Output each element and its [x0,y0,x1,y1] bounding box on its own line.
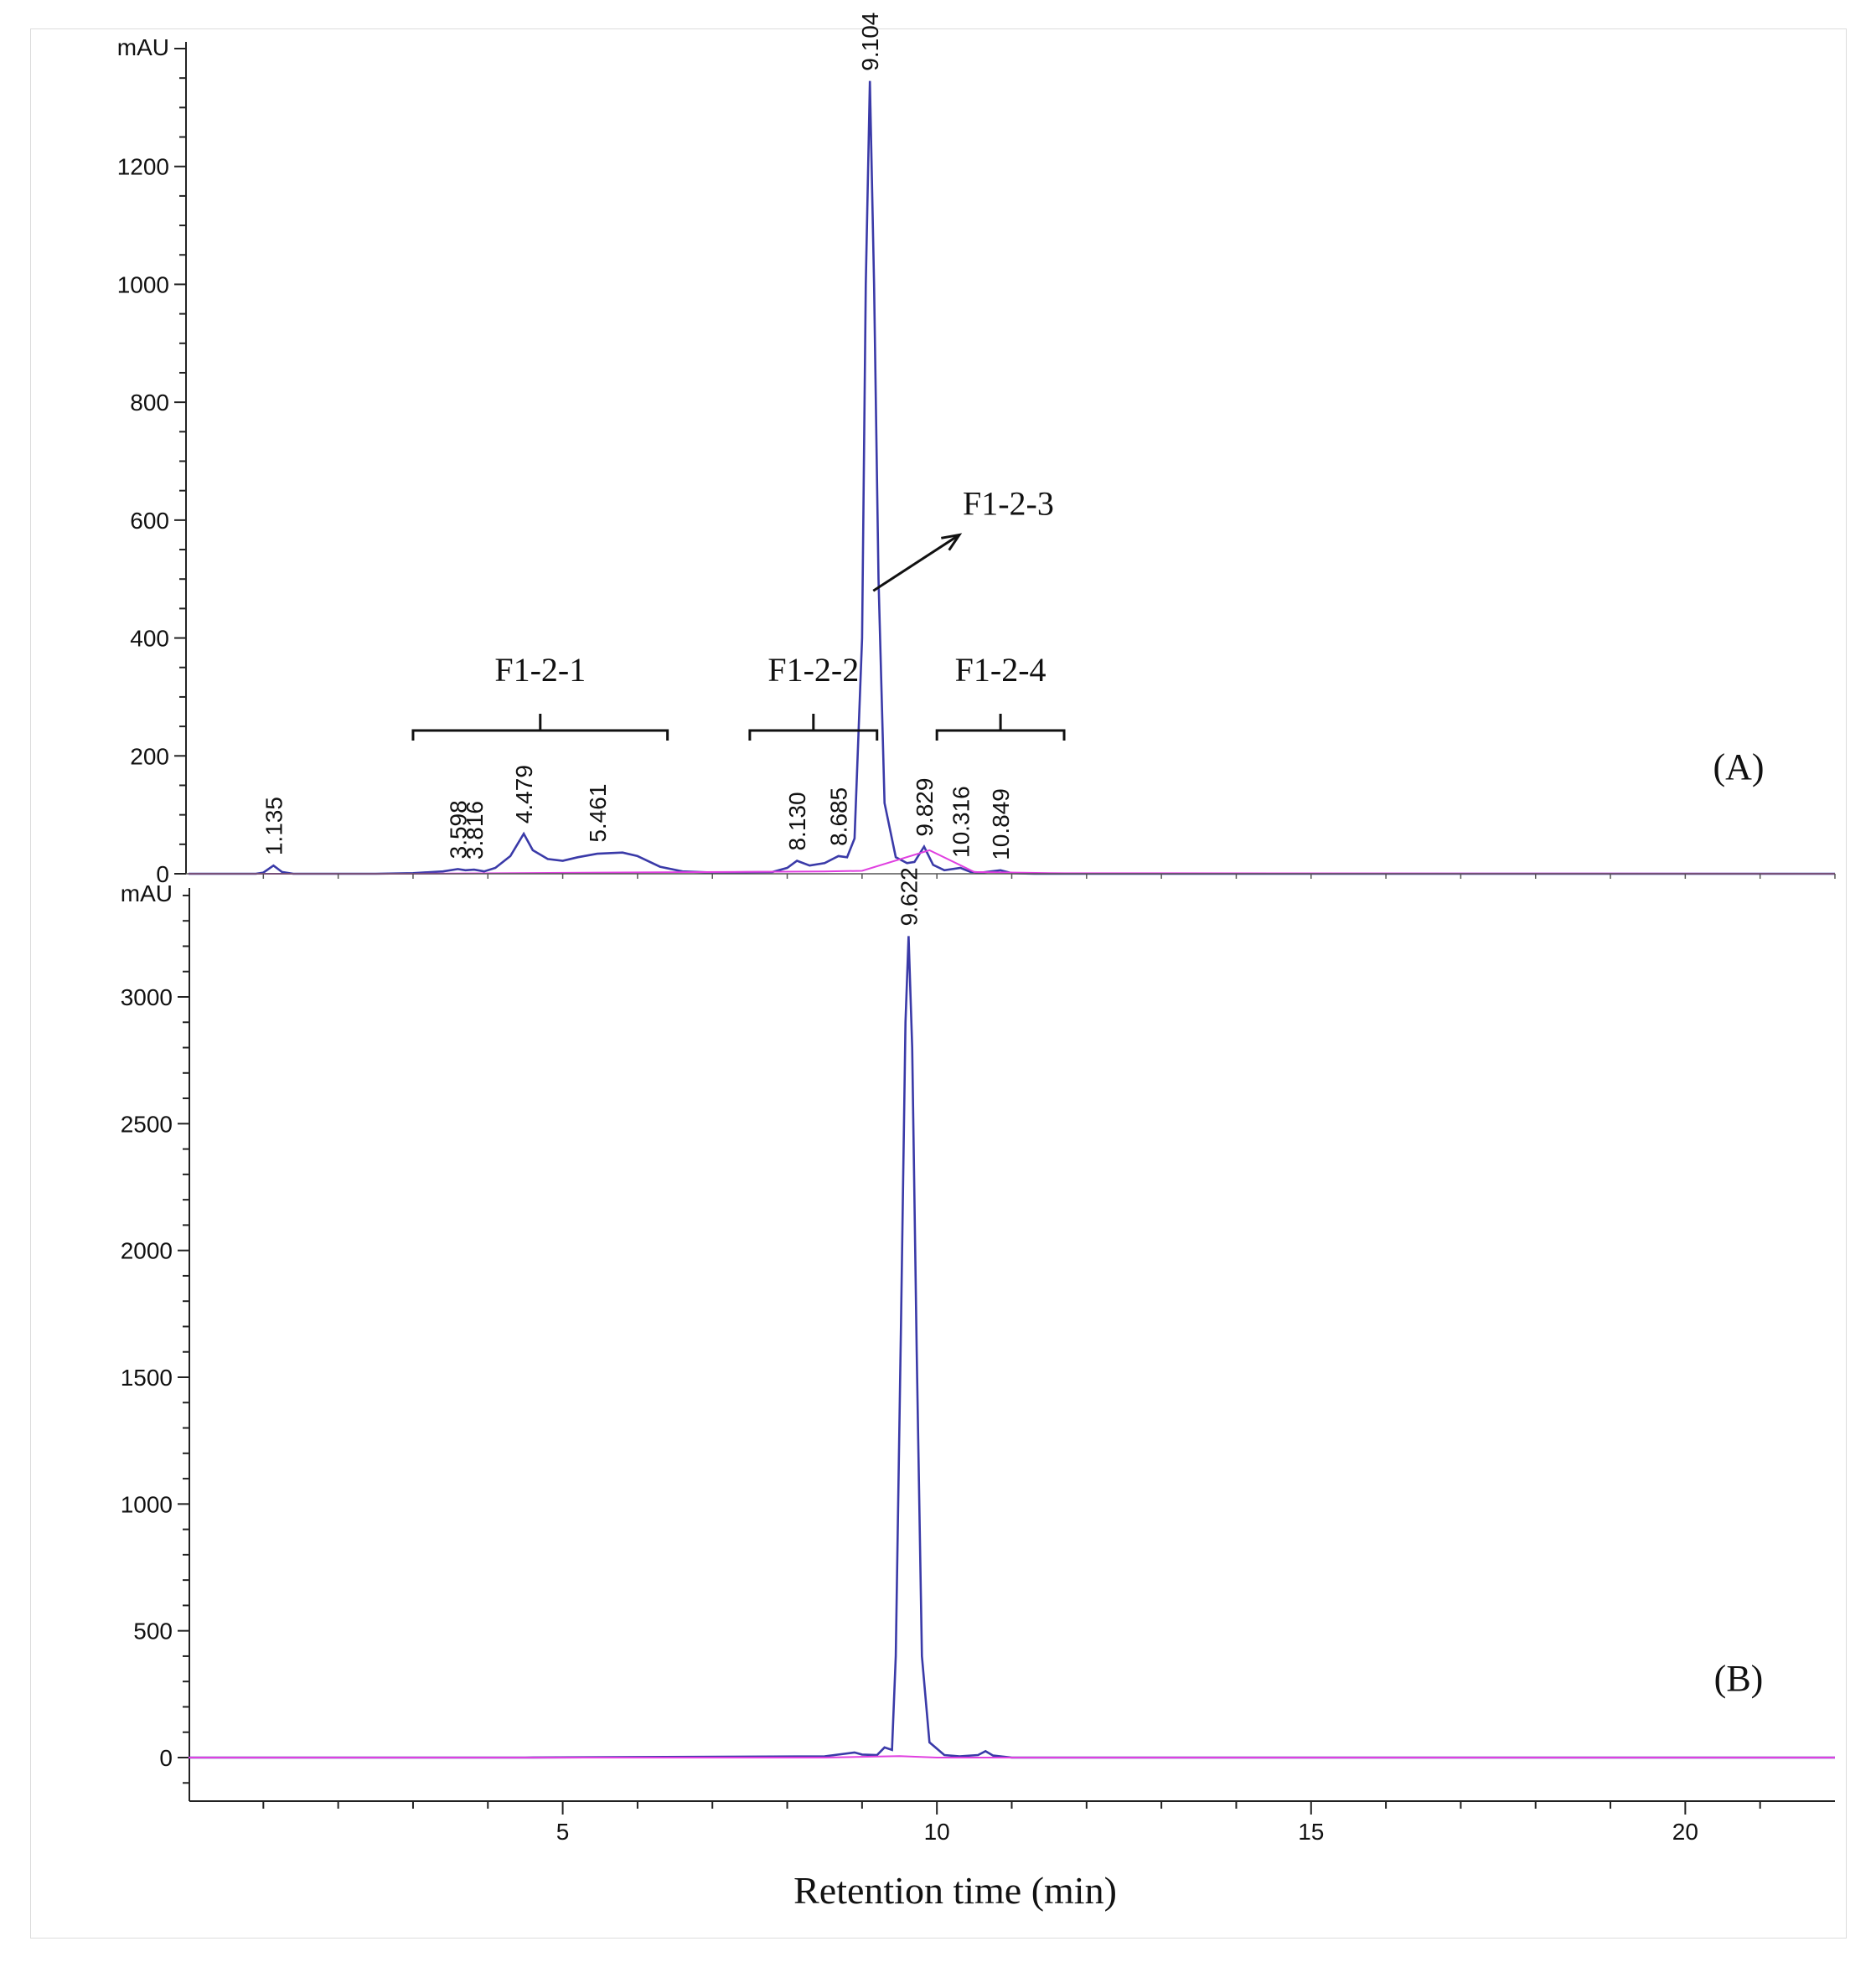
chart-frame [30,28,1847,1939]
fraction-label: F1-2-2 [767,651,859,689]
peak-label: 9.622 [896,867,922,926]
peak-label: 5.461 [585,784,611,843]
y-tick-label: 200 [130,743,169,769]
bracket-line [935,729,1066,741]
x-tick-label: 5 [556,1819,570,1845]
fraction-label: F1-2-1 [494,651,586,689]
fraction-label: F1-2-4 [955,651,1047,689]
peak-label: 10.316 [948,786,974,858]
x-tick-label: 20 [1672,1819,1698,1845]
arrow-annotation-label: F1-2-3 [963,484,1054,522]
y-tick-label: 0 [156,861,169,887]
signal-trace [189,80,1835,875]
signal-trace [189,936,1835,1759]
y-tick-label: 2000 [121,1238,173,1264]
peak-label: 10.849 [988,788,1014,860]
fraction-bracket: F1-2-4 [935,651,1066,741]
peak-label: 4.479 [511,765,537,823]
y-tick-label: 1000 [117,271,169,297]
peak-label: 1.135 [261,797,287,855]
peak-label: 9.829 [912,778,938,837]
y-tick-label: 3000 [121,984,173,1010]
peak-label: 9.104 [857,13,883,71]
peak-label: 3.598 [445,800,471,859]
y-tick-label: 400 [130,626,169,652]
x-axis: 5 10 15 20 Retention time (min) [189,1800,1835,1912]
fraction-bracket: F1-2-2 [748,651,879,741]
x-axis-title: Retention time (min) [793,1869,1117,1912]
arrow-line [872,534,960,592]
panel-label: (B) [1714,1658,1764,1699]
peak-label: 8.685 [826,787,852,846]
x-tick-label: 10 [924,1819,950,1845]
panel-b: 0 500 1000 1500 2000 2500 3000 mAU 9.622 (B) [121,867,1835,1801]
x-tick-label: 15 [1298,1819,1324,1845]
panel-label: (A) [1713,746,1764,787]
y-tick-label: 0 [159,1745,173,1771]
baseline-trace [189,1755,1835,1758]
fraction-bracket: F1-2-1 [411,651,669,741]
y-tick-label: 1200 [117,154,169,180]
y-tick-label: 2500 [121,1111,173,1137]
y-tick-label: 1500 [121,1365,173,1391]
y-tick-label: 800 [130,390,169,416]
peak-label: 8.130 [784,792,810,850]
y-tick-label: 1000 [121,1491,173,1517]
y-unit-label: mAU [121,880,173,906]
peak-label: 3.816 [462,801,488,860]
y-unit-label: mAU [117,34,169,60]
y-tick-label: 500 [133,1619,173,1644]
y-tick-label: 600 [130,508,169,534]
arrow-head [941,533,963,551]
bracket-line [411,729,669,741]
